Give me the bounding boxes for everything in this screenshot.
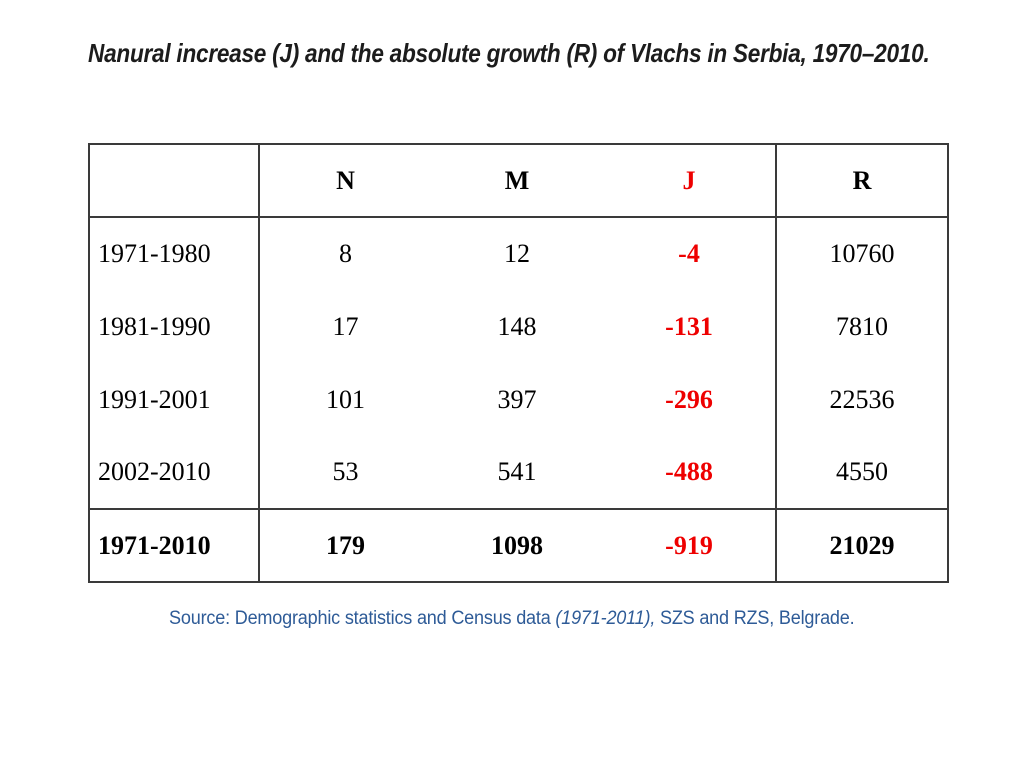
cell-m: 541 [497, 457, 537, 486]
cell-m: 12 [504, 239, 530, 268]
cell-period: 1971-1980 [89, 217, 260, 290]
col-header-period [89, 144, 260, 218]
header-row: N M J R [89, 144, 948, 218]
cell-m: 148 [497, 311, 537, 341]
table-row: 1991-2001 101 397 -296 22536 [89, 363, 948, 436]
cell-total-period: 1971-2010 [89, 508, 260, 582]
source-caption: Source: Demographic statistics and Censu… [0, 608, 1024, 630]
cell-period: 1981-1990 [89, 290, 260, 363]
source-text-suffix: SZS and RZS, Belgrade. [655, 608, 855, 629]
source-text-prefix: Source: Demographic statistics and Censu… [169, 608, 556, 629]
cell-r: 22536 [829, 384, 895, 414]
cell-n: 8 [339, 239, 352, 268]
vlachs-data-table: N M J R 1971-1980 8 12 -4 10760 1981-199… [88, 143, 949, 583]
cell-total-m: 1098 [431, 508, 603, 582]
cell-j: -4 [603, 217, 777, 290]
cell-period: 1991-2001 [89, 363, 260, 436]
cell-j: -131 [603, 290, 777, 363]
col-header-j: J [603, 144, 777, 218]
table-total-row: 1971-2010 179 1098 -919 21029 [89, 508, 948, 582]
cell-j: -488 [603, 436, 777, 509]
cell-total-j: -919 [603, 508, 777, 582]
table-row: 2002-2010 53 541 -488 4550 [89, 436, 948, 509]
col-header-n: N [259, 144, 431, 218]
cell-n: 53 [332, 457, 359, 486]
cell-n: 101 [326, 384, 365, 414]
cell-j: -296 [603, 363, 777, 436]
table-header: N M J R [89, 144, 948, 218]
source-caption-text: Source: Demographic statistics and Censu… [169, 608, 855, 630]
table-body: 1971-1980 8 12 -4 10760 1981-1990 17 148… [89, 217, 948, 582]
source-text-italic: (1971-2011), [555, 608, 656, 629]
table-row: 1971-1980 8 12 -4 10760 [89, 217, 948, 290]
cell-m: 397 [497, 384, 537, 414]
cell-r: 7810 [836, 311, 888, 341]
col-header-r: R [776, 144, 948, 218]
cell-r: 10760 [829, 239, 895, 268]
col-header-m: M [431, 144, 603, 218]
cell-total-r: 21029 [776, 508, 948, 582]
table-row: 1981-1990 17 148 -131 7810 [89, 290, 948, 363]
cell-period: 2002-2010 [89, 436, 260, 509]
slide-title: Nanural increase (J) and the absolute gr… [88, 38, 930, 68]
cell-r: 4550 [836, 457, 888, 486]
cell-n: 17 [332, 311, 359, 341]
cell-total-n: 179 [259, 508, 431, 582]
